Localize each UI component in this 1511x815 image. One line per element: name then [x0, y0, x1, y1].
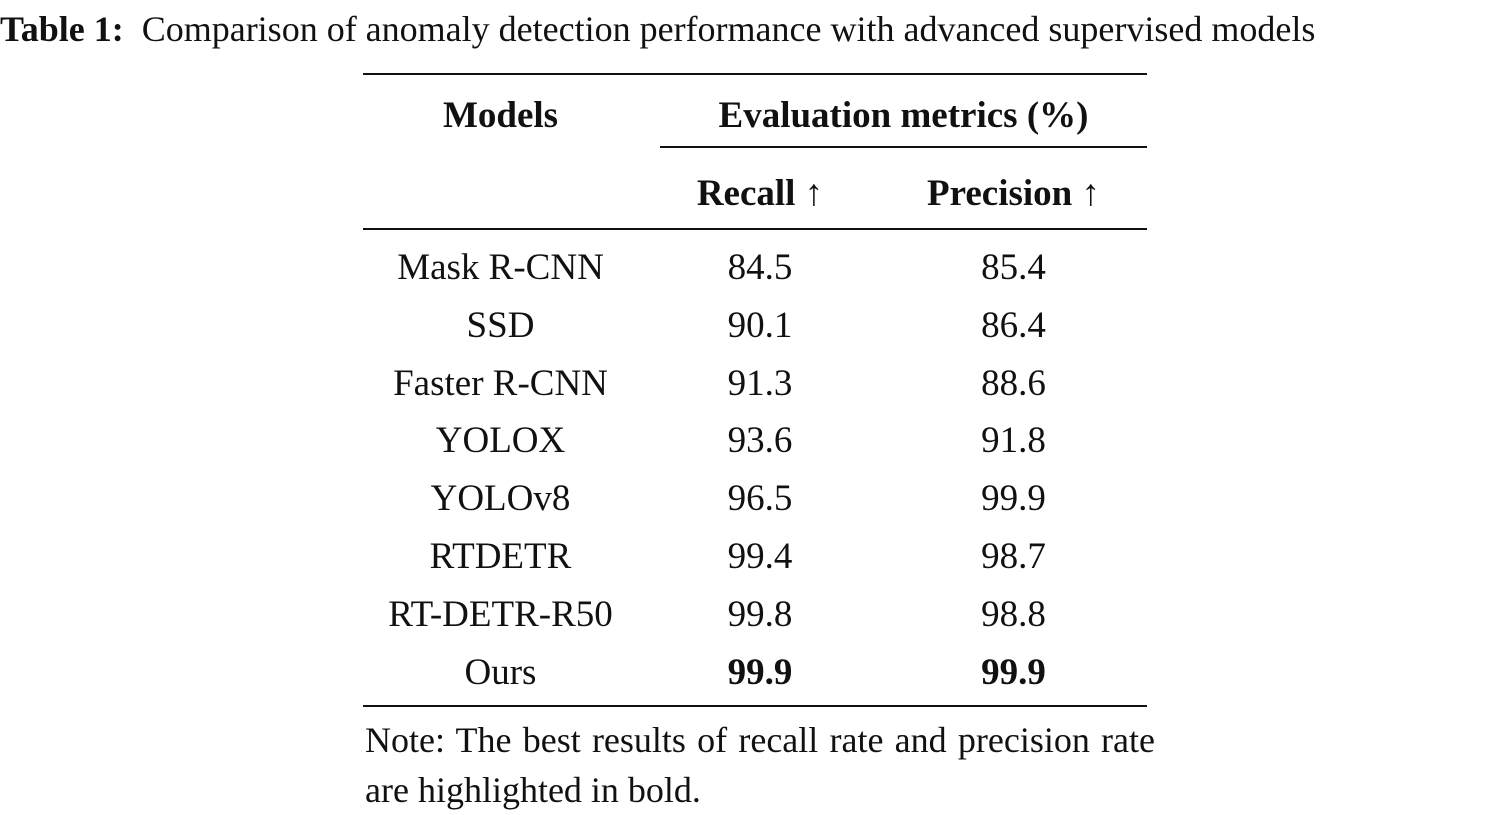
- table-cell-model: SSD: [466, 304, 535, 346]
- table-cell-recall: 99.8: [727, 593, 793, 635]
- table-cell-precision: 98.8: [981, 593, 1046, 635]
- header-precision: Precision ↑: [927, 173, 1100, 214]
- header-recall: Recall ↑: [696, 173, 824, 214]
- mid-rule: [363, 228, 1147, 230]
- table-cell-recall: 96.5: [727, 478, 793, 520]
- caption-text: Comparison of anomaly detection performa…: [141, 9, 1316, 49]
- table-cell-precision: 86.4: [981, 304, 1046, 346]
- table-cell-recall: 93.6: [727, 420, 793, 462]
- table-note: Note: The best results of recall rate an…: [365, 720, 1155, 810]
- header-evaluation-metrics: Evaluation metrics (%): [718, 95, 1089, 136]
- table-cell-model: RTDETR: [429, 536, 572, 577]
- table-cell-model: RT-DETR-R50: [388, 593, 613, 635]
- table-cell-model: Mask R-CNN: [397, 247, 604, 288]
- table-cell-recall: 90.1: [727, 304, 793, 346]
- table-cell-recall: 84.5: [727, 247, 793, 288]
- table-cell-precision: 99.9: [981, 478, 1046, 520]
- table-cell-precision: 91.8: [981, 420, 1046, 462]
- bottom-rule: [363, 705, 1147, 707]
- table-cell-precision: 85.4: [981, 247, 1046, 288]
- table-cell-model: Ours: [464, 651, 537, 693]
- table-cell-precision: 99.9: [981, 651, 1046, 693]
- table-cell-model: YOLOv8: [430, 478, 571, 520]
- group-rule: [660, 146, 1147, 148]
- table-cell-precision: 98.7: [981, 536, 1046, 577]
- caption-label: Table 1:: [0, 9, 124, 49]
- table-cell-recall: 91.3: [727, 362, 793, 404]
- table-cell-model: YOLOX: [435, 420, 566, 462]
- table-cell-model: Faster R-CNN: [393, 362, 608, 404]
- table-cell-recall: 99.4: [727, 536, 793, 577]
- table-cell-precision: 88.6: [981, 362, 1046, 404]
- table-cell-recall: 99.9: [727, 651, 793, 693]
- top-rule: [363, 73, 1147, 75]
- header-models: Models: [442, 95, 559, 136]
- table-caption: Table 1: Comparison of anomaly detection…: [0, 8, 1511, 50]
